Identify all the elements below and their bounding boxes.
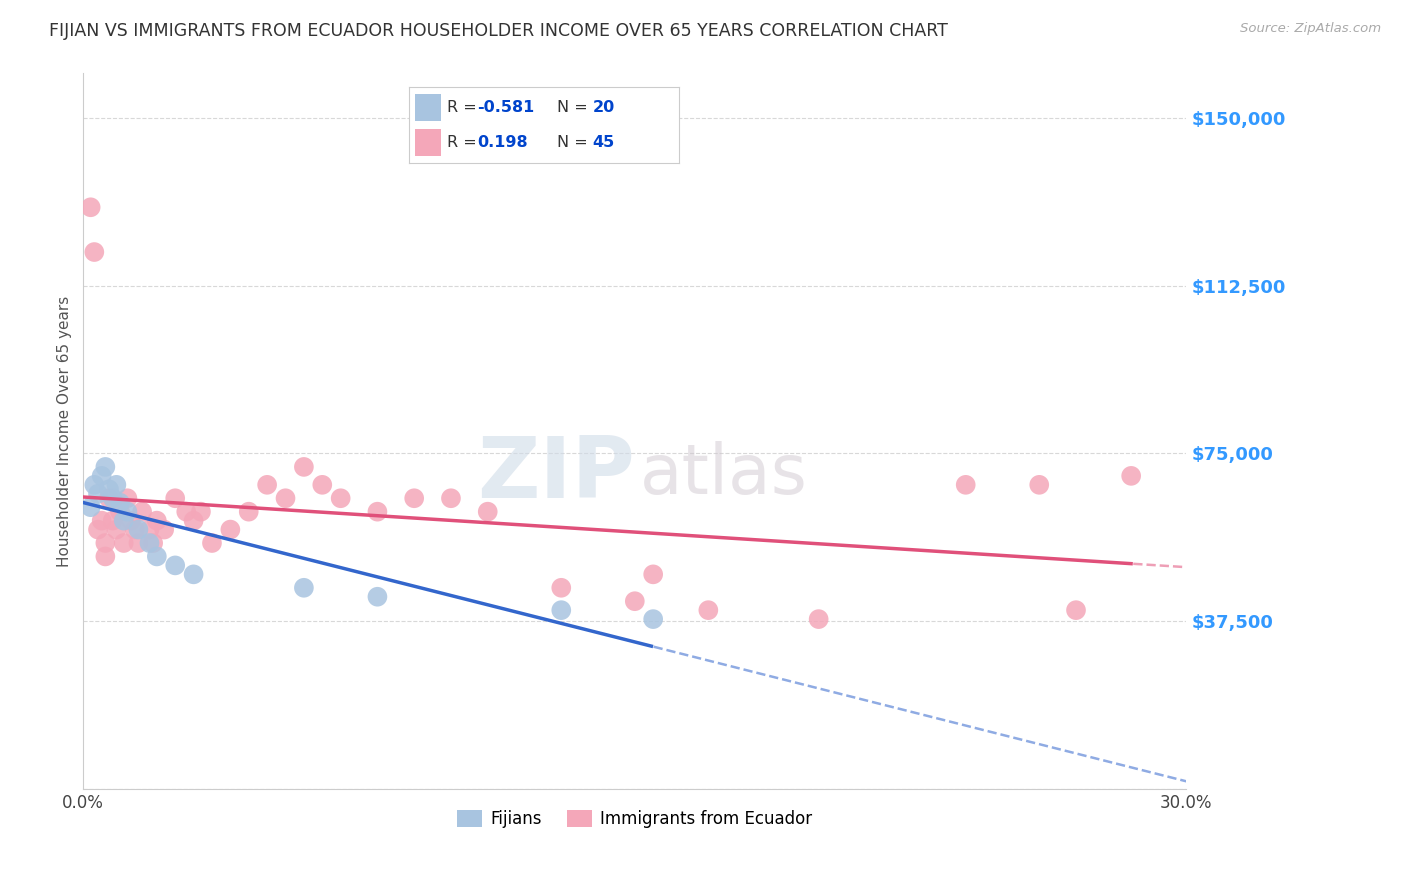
Point [112,514,135,528]
Point [138,536,160,550]
Point [165,558,187,573]
Point [477,505,499,519]
Text: Source: ZipAtlas.com: Source: ZipAtlas.com [1240,22,1381,36]
Point [131,505,153,519]
Point [643,567,665,582]
Point [366,505,388,519]
Point [127,523,149,537]
Point [124,523,146,537]
Point [550,581,572,595]
Point [238,505,260,519]
Point [83,478,105,492]
Point [90,468,112,483]
Point [1121,468,1143,483]
Y-axis label: Householder Income Over 65 years: Householder Income Over 65 years [58,295,72,566]
Point [108,496,131,510]
Point [117,505,139,519]
Point [329,491,352,506]
Point [79,500,101,515]
Point [292,581,315,595]
Point [105,478,128,492]
Point [183,514,205,528]
Point [190,505,212,519]
Point [623,594,645,608]
Point [219,523,242,537]
Point [153,523,176,537]
Point [643,612,665,626]
Point [101,514,124,528]
Point [117,491,139,506]
Point [256,478,278,492]
Point [127,536,149,550]
Point [146,514,169,528]
Point [955,478,977,492]
Point [174,505,197,519]
Point [87,523,110,537]
Point [94,459,117,474]
Point [165,491,187,506]
Point [120,514,142,528]
Point [142,536,165,550]
Point [311,478,333,492]
Point [550,603,572,617]
Point [94,549,117,564]
Point [292,459,315,474]
Point [79,200,101,214]
Point [274,491,297,506]
Point [697,603,720,617]
Point [1064,603,1087,617]
Point [98,491,121,506]
Text: FIJIAN VS IMMIGRANTS FROM ECUADOR HOUSEHOLDER INCOME OVER 65 YEARS CORRELATION C: FIJIAN VS IMMIGRANTS FROM ECUADOR HOUSEH… [49,22,948,40]
Point [1028,478,1050,492]
Point [138,523,160,537]
Legend: Fijians, Immigrants from Ecuador: Fijians, Immigrants from Ecuador [450,803,820,835]
Point [83,245,105,260]
Point [201,536,224,550]
Point [112,536,135,550]
Point [366,590,388,604]
Point [87,487,110,501]
Point [807,612,830,626]
Text: atlas: atlas [640,441,808,508]
Point [404,491,426,506]
Point [105,523,128,537]
Point [101,491,124,506]
Point [108,505,131,519]
Point [440,491,463,506]
Point [90,514,112,528]
Point [183,567,205,582]
Point [94,536,117,550]
Point [98,483,121,497]
Point [146,549,169,564]
Text: ZIP: ZIP [477,433,634,516]
